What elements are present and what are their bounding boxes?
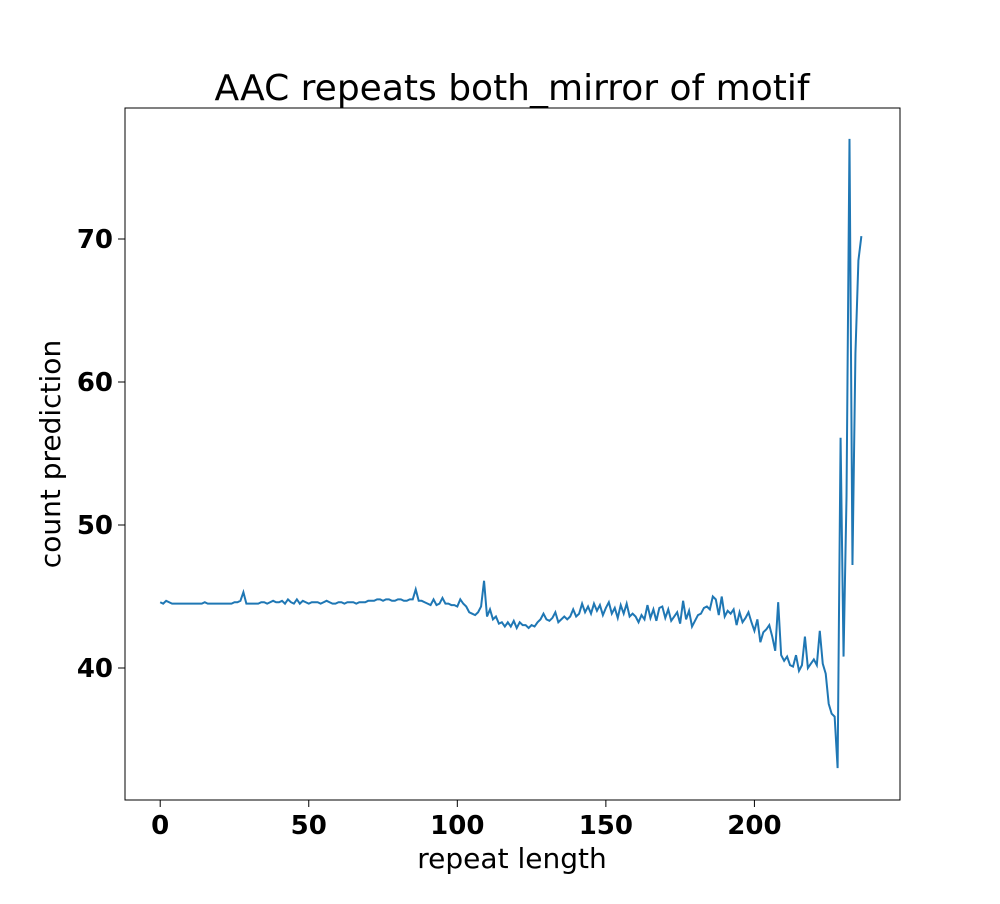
y-axis-label: count prediction (34, 340, 67, 568)
plot-frame (124, 107, 901, 801)
x-tick-label: 150 (579, 811, 633, 841)
y-tick-label: 60 (77, 368, 113, 398)
x-tick-label: 200 (727, 811, 781, 841)
x-tick-label: 0 (151, 811, 169, 841)
y-tick-label: 40 (77, 654, 113, 684)
chart-title: AAC repeats both_mirror of motif (214, 68, 810, 109)
x-tick-label: 100 (430, 811, 484, 841)
y-tick-label: 50 (77, 511, 113, 541)
x-axis-label: repeat length (417, 842, 606, 875)
data-line (159, 138, 863, 769)
y-tick-label: 70 (77, 225, 113, 255)
x-tick-label: 50 (291, 811, 327, 841)
